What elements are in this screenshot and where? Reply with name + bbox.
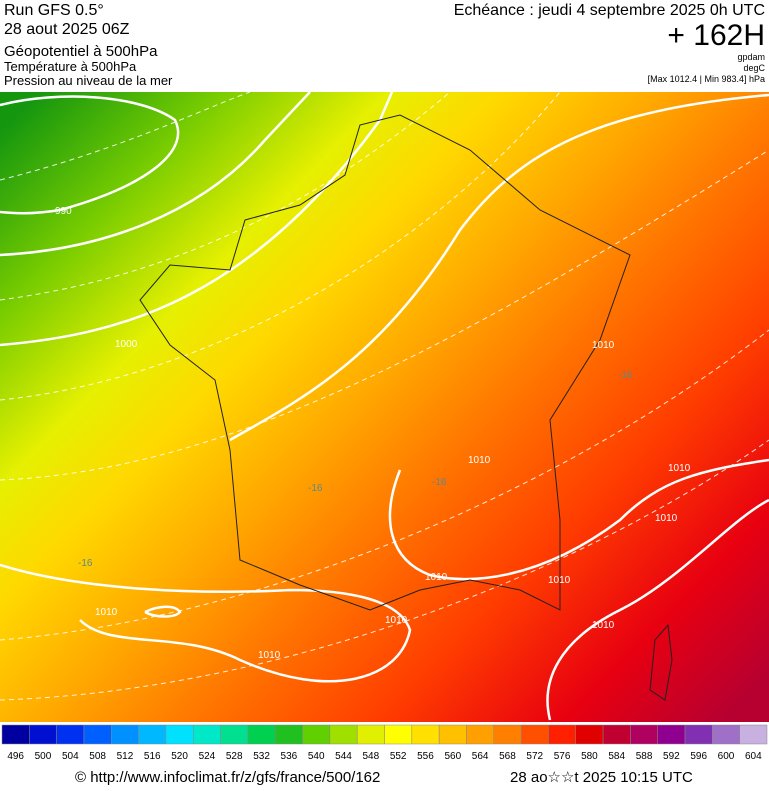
- field-temperature: Température à 500hPa: [4, 59, 137, 74]
- colorbar-label: 508: [89, 751, 106, 762]
- colorbar-cell: [602, 724, 631, 745]
- run-title: Run GFS 0.5°: [4, 2, 104, 19]
- colorbar-label: 512: [117, 751, 134, 762]
- temperature-isolines: [0, 91, 769, 701]
- colorbar-label: 580: [581, 751, 598, 762]
- colorbar-label: 516: [144, 751, 161, 762]
- colorbar-cell: [493, 724, 522, 745]
- colorbar-label: 536: [281, 751, 298, 762]
- colorbar-cell: [83, 724, 112, 745]
- colorbar-cell: [548, 724, 577, 745]
- contour-label: 1010: [425, 572, 448, 583]
- colorbar-cell: [438, 724, 467, 745]
- colorbar-label: 532: [253, 751, 270, 762]
- colorbar-label: 504: [62, 751, 79, 762]
- temperature-label: -16: [432, 477, 447, 488]
- map: 990 1000 1010 1010 1010 1010 1010 1010 1…: [0, 91, 769, 722]
- colorbar-cell: [193, 724, 221, 745]
- contour-label: 1010: [668, 463, 691, 474]
- colorbar-cell: [56, 724, 85, 745]
- run-date: 28 aout 2025 06Z: [4, 21, 130, 38]
- contour-label: 990: [55, 206, 72, 217]
- temperature-label: -16: [308, 483, 323, 494]
- colorbar-cell: [575, 724, 604, 745]
- colorbar-cell: [165, 724, 194, 745]
- contour-label: 1010: [655, 513, 678, 524]
- isobars: [0, 91, 769, 721]
- colorbar-label: 596: [690, 751, 707, 762]
- colorbar-label: 604: [745, 751, 762, 762]
- colorbar-cell: [274, 724, 303, 745]
- colorbar-label: 500: [35, 751, 52, 762]
- colorbar-label: 600: [718, 751, 735, 762]
- colorbar-label: 540: [308, 751, 325, 762]
- colorbar-cell: [520, 724, 549, 745]
- colorbar-cell: [411, 724, 440, 745]
- colorbar-cell: [1, 724, 30, 745]
- colorbar: 496 500 504 508 512 516 520 524 528 532 536 540 544 5…: [1, 724, 768, 762]
- field-pressure: Pression au niveau de la mer: [4, 73, 173, 88]
- colorbar-label: 588: [636, 751, 653, 762]
- colorbar-cell: [29, 724, 57, 745]
- colorbar-label: 520: [171, 751, 188, 762]
- colorbar-cell: [657, 724, 686, 745]
- temperature-label: -16: [78, 558, 93, 569]
- pressure-range: [Max 1012.4 | Min 983.4] hPa: [648, 74, 765, 84]
- contour-label: 1010: [258, 650, 281, 661]
- colorbar-label: 560: [444, 751, 461, 762]
- colorbar-label: 548: [362, 751, 379, 762]
- unit-degc: degC: [743, 63, 765, 73]
- colorbar-cell: [356, 724, 385, 745]
- contour-label: 1000: [115, 339, 138, 350]
- colorbar-label: 528: [226, 751, 243, 762]
- colorbar-cell: [220, 724, 249, 745]
- contour-label: 1010: [95, 607, 118, 618]
- colorbar-cell: [302, 724, 331, 745]
- colorbar-cell: [111, 724, 139, 745]
- colorbar-label: 544: [335, 751, 352, 762]
- contour-label: 1010: [592, 340, 615, 351]
- colorbar-label: 572: [526, 751, 543, 762]
- lead-time: + 162H: [667, 19, 765, 52]
- colorbar-label: 576: [554, 751, 571, 762]
- colorbar-cell: [329, 724, 358, 745]
- colorbar-label: 568: [499, 751, 516, 762]
- colorbar-cell: [138, 724, 167, 745]
- colorbar-label: 584: [608, 751, 625, 762]
- footer-url: © http://www.infoclimat.fr/z/gfs/france/…: [75, 769, 380, 786]
- colorbar-label: 592: [663, 751, 680, 762]
- colorbar-cell: [384, 724, 413, 745]
- temperature-label: -16: [618, 370, 633, 381]
- colorbar-label: 496: [7, 751, 24, 762]
- forecast-time: Echéance : jeudi 4 septembre 2025 0h UTC: [454, 2, 765, 19]
- colorbar-label: 552: [390, 751, 407, 762]
- colorbar-cell: [684, 724, 713, 745]
- colorbar-label: 564: [472, 751, 489, 762]
- corsica-outline: [649, 623, 673, 701]
- contour-label: 1010: [592, 620, 615, 631]
- colorbar-cell: [247, 724, 276, 745]
- footer-timestamp: 28 ao☆☆t 2025 10:15 UTC: [510, 769, 693, 786]
- colorbar-cell: [630, 724, 658, 745]
- colorbar-label: 556: [417, 751, 434, 762]
- contour-label: 1010: [385, 615, 408, 626]
- contour-label: 1010: [548, 575, 571, 586]
- field-geopotential: Géopotentiel à 500hPa: [4, 43, 158, 60]
- unit-gpdam: gpdam: [737, 52, 765, 62]
- colorbar-label: 524: [199, 751, 216, 762]
- colorbar-cell: [712, 724, 740, 745]
- france-outline: [139, 114, 631, 611]
- map-field: [0, 92, 769, 722]
- colorbar-cell: [739, 724, 768, 745]
- colorbar-cell: [466, 724, 495, 745]
- contour-label: 1010: [468, 455, 491, 466]
